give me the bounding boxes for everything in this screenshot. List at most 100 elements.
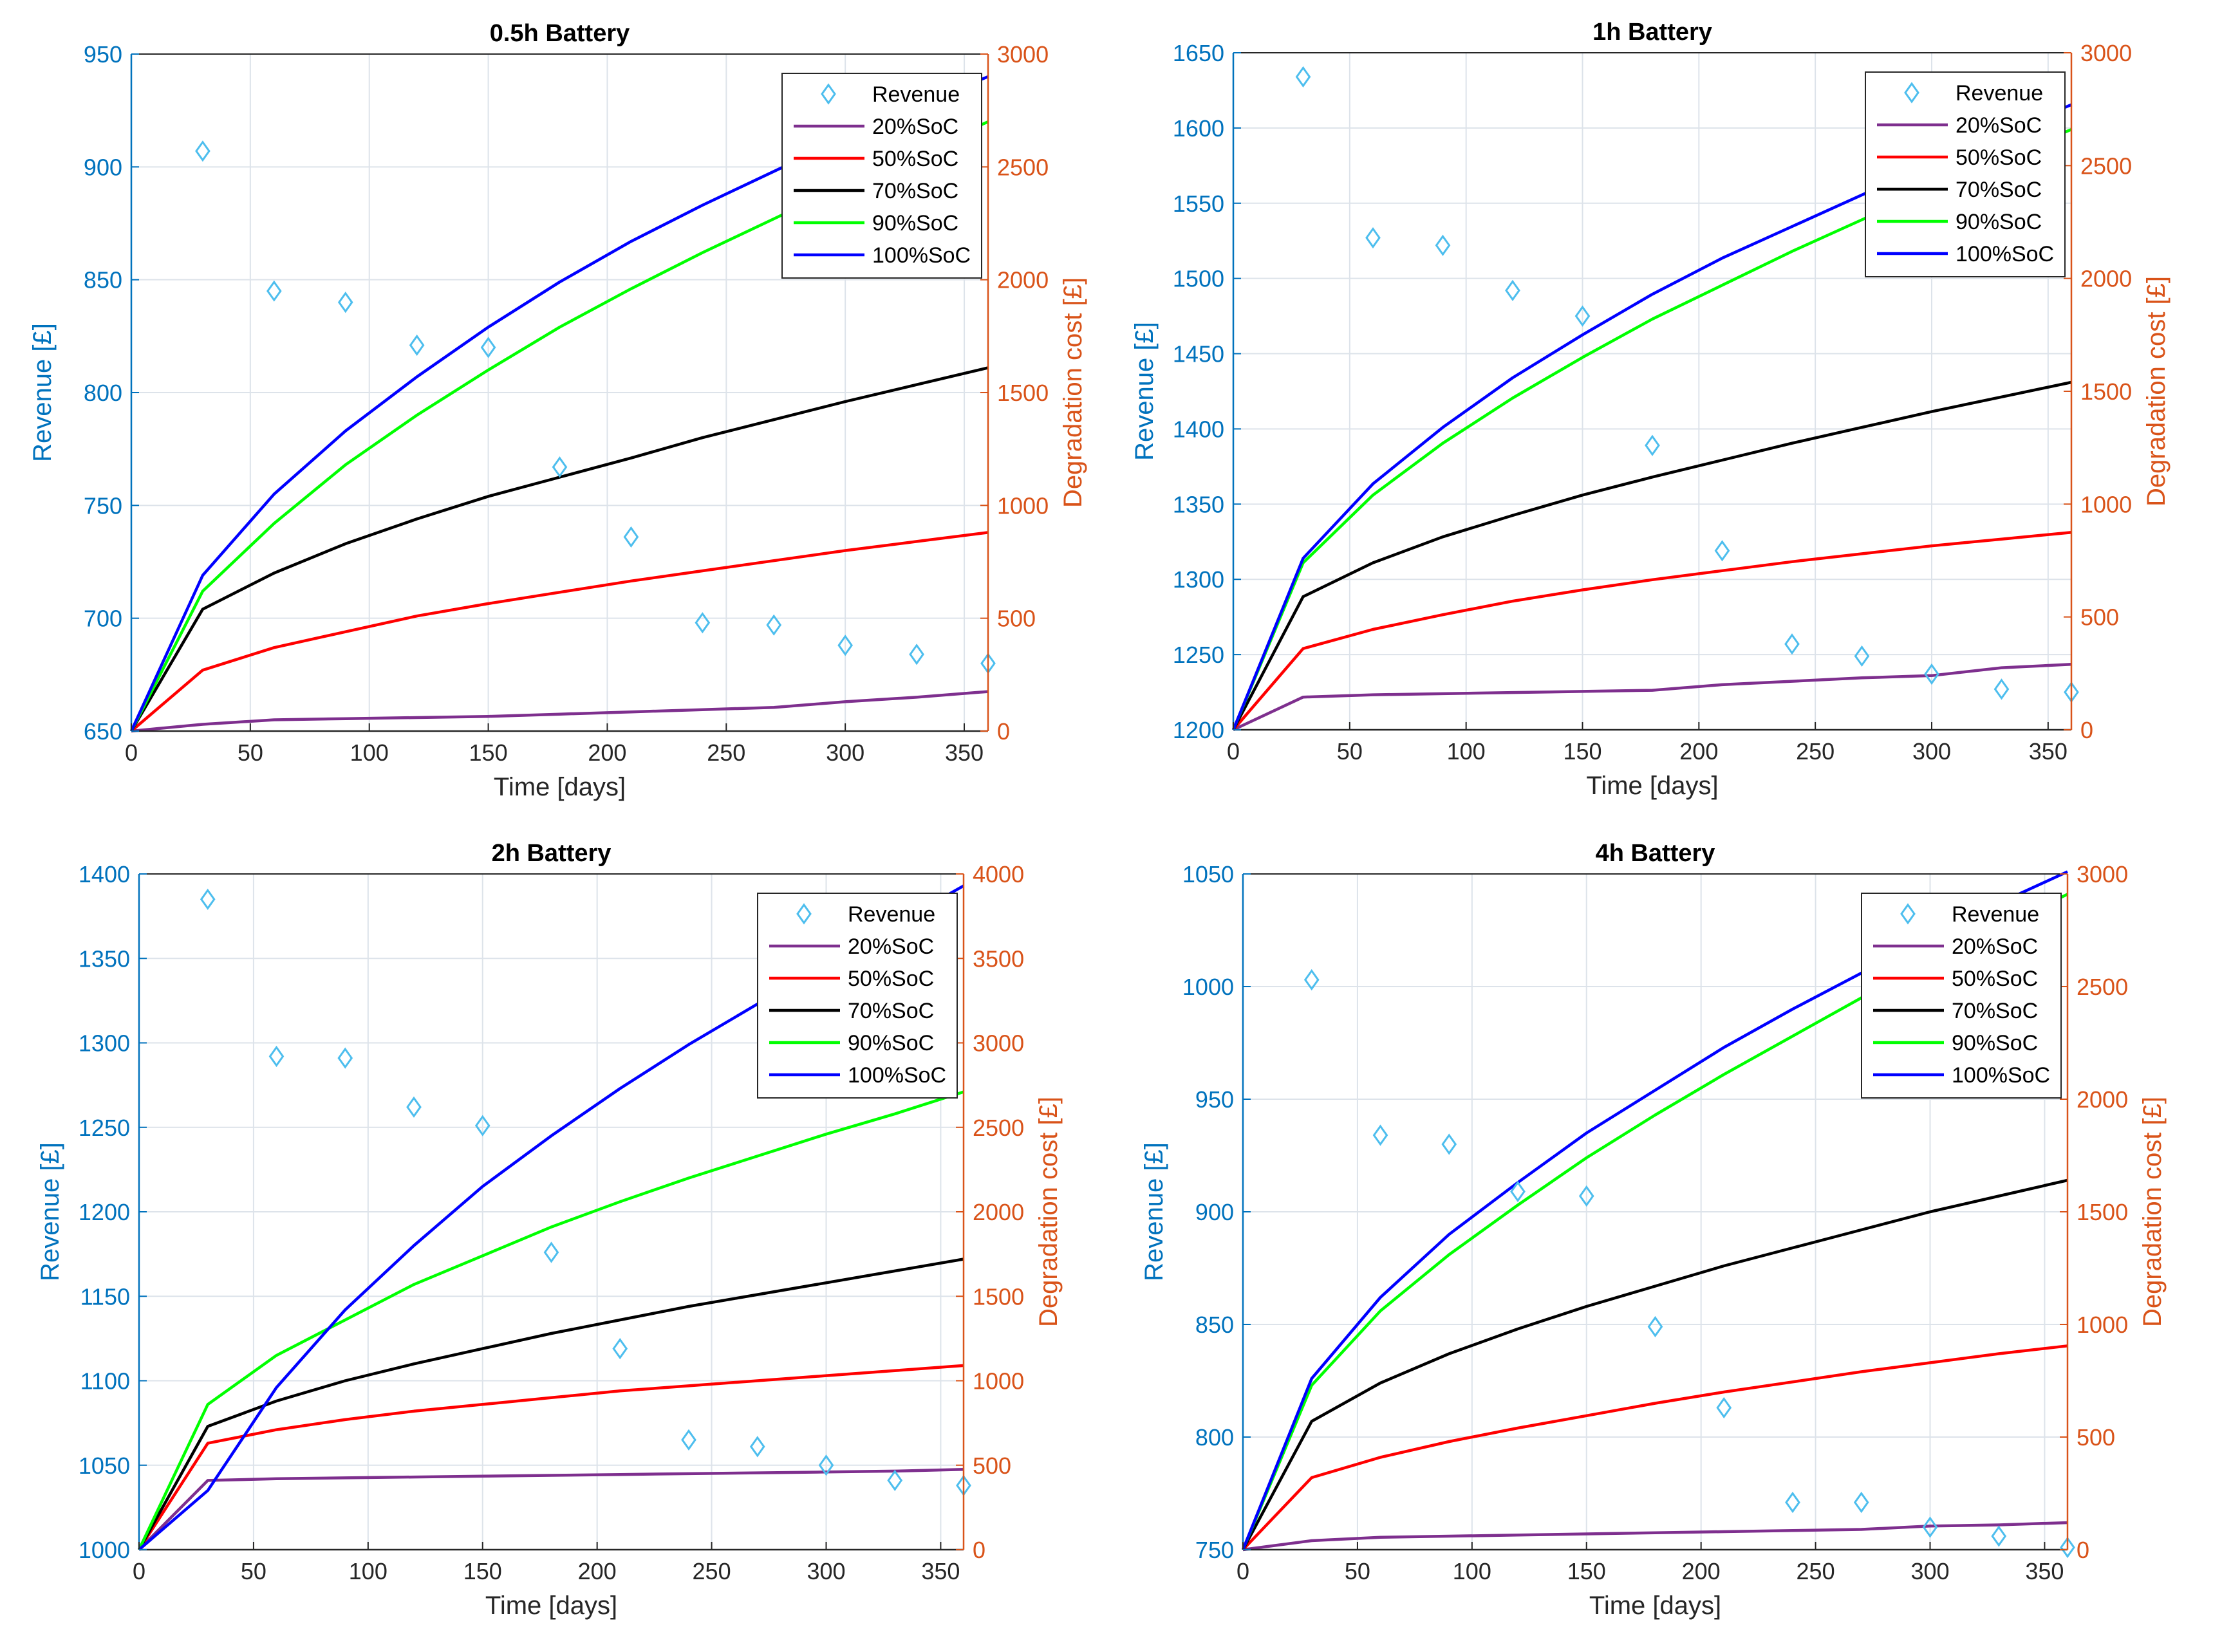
y-tick-label-right: 1500	[973, 1283, 1024, 1310]
series-line-50pctSoC	[1242, 1344, 2068, 1551]
series-line-70pctSoC	[138, 1258, 964, 1551]
revenue-point	[1295, 66, 1311, 88]
chart-panel-0: 0 50 100 150 200 250 300 350 650 700 750 800 850 900 9…	[28, 20, 1087, 801]
x-tick-label: 0	[1227, 738, 1240, 765]
revenue-point	[1854, 645, 1870, 667]
y-tick-label-left: 900	[1195, 1199, 1234, 1225]
y-tick-label-right: 2000	[997, 267, 1049, 293]
x-axis-label: Time [days]	[1586, 772, 1718, 800]
y-tick-label-right: 500	[2080, 604, 2119, 631]
revenue-point	[474, 1115, 490, 1137]
y-tick-label-left: 1250	[79, 1115, 130, 1141]
y-axis-label-left: Revenue [£]	[28, 323, 57, 462]
y-tick-label-left: 1500	[1173, 266, 1224, 292]
y-tick-label-right: 2000	[973, 1199, 1024, 1225]
y-tick-label-right: 0	[973, 1537, 985, 1563]
revenue-point	[2060, 1536, 2075, 1559]
revenue-point	[1784, 633, 1800, 655]
y-tick-label-left: 1350	[79, 945, 130, 972]
revenue-point	[1303, 969, 1320, 991]
revenue-point	[552, 456, 568, 478]
x-tick-label: 50	[238, 739, 263, 766]
y-tick-label-right: 0	[2080, 717, 2093, 743]
legend-label: 20%SoC	[1952, 934, 2038, 959]
y-tick-label-right: 500	[973, 1452, 1011, 1479]
series-line-90pctSoC	[137, 1090, 964, 1550]
x-tick-label: 150	[1567, 1558, 1606, 1584]
revenue-point	[480, 337, 496, 358]
revenue-point	[268, 1045, 285, 1068]
y-tick-label-right: 0	[2077, 1537, 2089, 1563]
y-tick-label-right: 1000	[997, 492, 1049, 519]
x-tick-label: 350	[2025, 1558, 2064, 1584]
legend-box	[1865, 71, 2066, 277]
x-tick-label: 100	[349, 1558, 387, 1584]
x-tick-label: 300	[826, 739, 864, 766]
legend: Revenue 20%SoC 50%SoC 70%SoC 90%SoC 100%SoC	[1865, 71, 2066, 277]
chart-panel-1: 0 50 100 150 200 250 300 350 1200 1250 1300 1350 140…	[1130, 19, 2171, 800]
y-tick-label-right: 2500	[2080, 153, 2132, 179]
legend: Revenue 20%SoC 50%SoC 70%SoC 90%SoC 100%SoC	[757, 893, 958, 1099]
revenue-point	[1924, 663, 1939, 685]
revenue-point	[337, 292, 353, 313]
revenue-point	[200, 888, 216, 910]
chart-title: 4h Battery	[1596, 840, 1715, 867]
y-tick-label-left: 950	[1195, 1086, 1234, 1113]
legend-box	[781, 73, 982, 279]
legend-box	[757, 893, 958, 1099]
revenue-point	[766, 614, 782, 636]
legend-label: 90%SoC	[872, 211, 958, 236]
series-line-20pctSoC	[131, 690, 989, 733]
y-tick-label-left: 800	[84, 380, 122, 406]
y-tick-label-left: 850	[1195, 1312, 1234, 1338]
revenue-point	[887, 1469, 903, 1491]
y-tick-label-left: 1000	[1182, 974, 1234, 1000]
y-tick-label-right: 1000	[2077, 1312, 2128, 1338]
revenue-point	[837, 635, 854, 656]
x-tick-label: 200	[588, 739, 626, 766]
legend-label: 50%SoC	[1956, 145, 2042, 170]
y-tick-label-right: 2500	[997, 154, 1049, 180]
legend-label: 70%SoC	[848, 999, 934, 1023]
revenue-point	[749, 1436, 765, 1458]
y-tick-label-right: 2000	[2080, 266, 2132, 292]
legend-marker-revenue	[1904, 82, 1919, 104]
revenue-point	[1993, 678, 2010, 700]
revenue-point	[818, 1454, 834, 1476]
legend-label: 50%SoC	[1952, 967, 2038, 991]
series-line-20pctSoC	[1233, 663, 2072, 732]
y-tick-label-right: 3000	[2080, 40, 2132, 66]
legend-label: 70%SoC	[1952, 999, 2038, 1023]
chart-panel-2: 0 50 100 150 200 250 300 350 1000 1050 1100 1150 120…	[36, 840, 1063, 1620]
legend-label: 90%SoC	[848, 1031, 934, 1055]
revenue-point	[1645, 434, 1660, 456]
x-tick-label: 100	[1447, 738, 1486, 765]
y-tick-label-right: 1500	[2077, 1199, 2128, 1225]
x-tick-label: 300	[1910, 1558, 1949, 1584]
x-axis-label: Time [days]	[485, 1592, 617, 1620]
y-axis-label-right: Degradation cost [£]	[2138, 1097, 2167, 1327]
x-tick-label: 150	[463, 1558, 502, 1584]
legend-label: 100%SoC	[848, 1063, 946, 1088]
y-tick-label-left: 1000	[79, 1537, 130, 1563]
y-tick-label-left: 1600	[1173, 115, 1224, 142]
y-tick-label-left: 750	[84, 492, 122, 519]
revenue-point	[623, 526, 639, 548]
y-tick-label-left: 1300	[79, 1030, 130, 1057]
x-tick-label: 200	[1682, 1558, 1721, 1584]
series-line-70pctSoC	[1232, 380, 2072, 731]
y-tick-label-left: 1400	[1173, 416, 1224, 442]
revenue-point	[1435, 234, 1451, 256]
revenue-point	[266, 280, 282, 302]
y-tick-label-right: 2500	[2077, 974, 2128, 1000]
legend-label: 20%SoC	[848, 934, 934, 959]
legend-label: 100%SoC	[1956, 242, 2054, 266]
x-tick-label: 200	[1679, 738, 1718, 765]
revenue-point	[1505, 279, 1520, 301]
y-tick-label-right: 3000	[2077, 861, 2128, 887]
y-tick-label-right: 1500	[997, 380, 1049, 406]
revenue-point	[612, 1338, 628, 1360]
legend-label: 100%SoC	[1952, 1063, 2050, 1088]
revenue-point	[909, 644, 924, 665]
y-tick-label-right: 2000	[2077, 1086, 2128, 1113]
